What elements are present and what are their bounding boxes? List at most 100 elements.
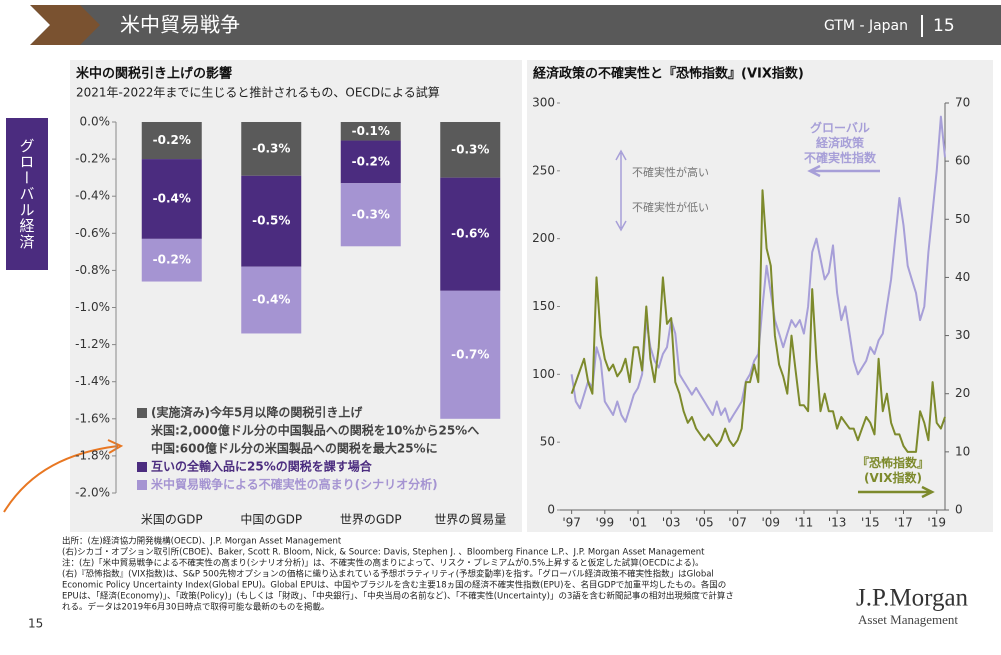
x-tick-label: '15: [861, 516, 880, 530]
y-tick-label: -1.0%: [75, 300, 110, 314]
bar-segment: [440, 177, 501, 291]
y2-tick-label: 50: [955, 212, 970, 226]
page-number: 15: [28, 617, 43, 631]
side-tab: グローバル経済: [6, 118, 48, 270]
y-tick-label: -1.2%: [75, 337, 110, 351]
x-tick-label: 中国のGDP: [240, 512, 302, 527]
y-tick-label: 300: [532, 96, 555, 110]
y-tick-label: 250: [532, 163, 555, 177]
logo-sub: Asset Management: [858, 612, 958, 627]
y2-tick-label: 0: [955, 503, 963, 517]
x-tick-label: '07: [728, 516, 747, 530]
logo: J.P.Morgan: [856, 585, 969, 612]
legend-swatch: [137, 480, 147, 490]
value-label: -0.3%: [451, 142, 489, 156]
y-tick-label: -1.8%: [75, 448, 110, 462]
header-notch: [0, 5, 50, 45]
value-label: -0.6%: [451, 227, 489, 241]
header-chevron: [30, 5, 100, 45]
bar-segment: [340, 140, 401, 184]
value-label: -0.4%: [153, 191, 191, 205]
series-label: グローバル 経済政策 不確実性指数: [803, 121, 876, 165]
header-page: 15: [933, 16, 955, 36]
x-tick-label: 世界の貿易量: [434, 513, 506, 527]
footnote: EPUは、「経済(Economy)」、「政策(Policy)」(もしくは「財政」…: [62, 591, 734, 602]
legend-label: 米中貿易戦争による不確実性の高まり(シナリオ分析): [151, 477, 438, 492]
slide-title: 米中貿易戦争: [120, 13, 240, 37]
x-tick-label: 世界のGDP: [340, 513, 402, 527]
x-tick-label: '99: [596, 516, 615, 530]
footnotes: 出所：(左)経済協力開発機構(OECD)、J.P. Morgan Asset M…: [62, 536, 734, 613]
y-tick-label: 150: [532, 299, 555, 313]
legend-note: 米国:2,000億ドル分の中国製品への関税を10%から25%へ: [151, 423, 479, 438]
x-tick-label: '09: [761, 516, 780, 530]
footnote: (右)『恐怖指数』(VIX指数)は、S&P 500先物オプションの価格に織り込ま…: [62, 569, 714, 580]
legend-label: (実施済み)今年5月以降の関税引き上げ: [151, 405, 363, 420]
x-tick-label: '19: [927, 516, 946, 530]
annotation: 不確実性が高い: [632, 165, 709, 179]
value-label: -0.1%: [352, 124, 390, 138]
y-tick-label: 50: [540, 435, 555, 449]
bar-segment: [440, 290, 501, 419]
footnote: Economic Policy Uncertainty Index(Global…: [62, 580, 726, 591]
y-tick-label: 100: [532, 367, 555, 381]
series-label: 『恐怖指数』 (VIX指数): [856, 456, 929, 485]
bar-segment: [141, 122, 202, 160]
value-label: -0.2%: [153, 253, 191, 267]
y2-tick-label: 40: [955, 270, 970, 284]
chart-title: 米中の関税引き上げの影響: [76, 66, 232, 82]
bar-segment: [241, 122, 302, 176]
x-tick-label: '11: [795, 516, 814, 530]
legend-swatch: [137, 462, 147, 472]
footnote: れる。データは2019年6月30日時点で取得可能な最新のものを掲載。: [62, 602, 329, 613]
x-tick-label: '03: [662, 516, 681, 530]
value-label: -0.3%: [352, 207, 390, 221]
value-label: -0.5%: [252, 214, 290, 228]
value-label: -0.2%: [352, 154, 390, 168]
series-line: [570, 189, 946, 453]
x-tick-label: 米国のGDP: [141, 513, 203, 527]
legend-label: 互いの全輸入品に25%の関税を課す場合: [151, 459, 373, 474]
y-tick-label: 200: [532, 231, 555, 245]
y-tick-label: 0.0%: [80, 115, 111, 129]
x-tick-label: '13: [828, 516, 847, 530]
y2-tick-label: 20: [955, 386, 970, 400]
y-tick-label: -0.4%: [75, 189, 110, 203]
legend-swatch: [137, 408, 147, 418]
bar-segment: [241, 175, 302, 267]
bar-segment: [141, 159, 202, 239]
bar-segment: [340, 183, 401, 247]
y2-tick-label: 10: [955, 444, 970, 458]
direction-arrow: [615, 149, 627, 232]
y2-tick-label: 60: [955, 154, 970, 168]
footnote: 注：(左)「米中貿易戦争による不確実性の高まり(シナリオ分析)」は、不確実性の高…: [62, 558, 704, 569]
bar-segment: [141, 238, 202, 282]
y-tick-label: 0: [547, 503, 555, 517]
bar-segment: [440, 122, 501, 178]
x-tick-label: '05: [695, 516, 714, 530]
value-label: -0.3%: [252, 141, 290, 155]
y-tick-label: -0.8%: [75, 263, 110, 277]
callout-arrow: [3, 439, 124, 513]
value-label: -0.4%: [252, 293, 290, 307]
y-tick-label: -1.4%: [75, 374, 110, 388]
legend-note: 中国:600億ドル分の米国製品への関税を最大25%に: [151, 441, 438, 456]
annotation: 不確実性が低い: [632, 200, 709, 214]
header-bar: [0, 5, 1001, 45]
y2-tick-label: 70: [955, 96, 970, 110]
x-tick-label: '01: [629, 516, 648, 530]
bar-segment: [241, 266, 302, 334]
chart-title: 経済政策の不確実性と『恐怖指数』(VIX指数): [533, 66, 804, 82]
y2-tick-label: 30: [955, 328, 970, 342]
footnote: 出所：(左)経済協力開発機構(OECD)、J.P. Morgan Asset M…: [62, 536, 342, 547]
x-tick-label: '17: [894, 516, 913, 530]
brand: GTM - Japan: [824, 18, 908, 34]
y-tick-label: -1.6%: [75, 411, 110, 425]
y-tick-label: -2.0%: [75, 486, 110, 500]
value-label: -0.7%: [451, 347, 489, 361]
label-arrow: [807, 164, 880, 178]
label-arrow: [858, 485, 935, 499]
y-tick-label: -0.6%: [75, 226, 110, 240]
